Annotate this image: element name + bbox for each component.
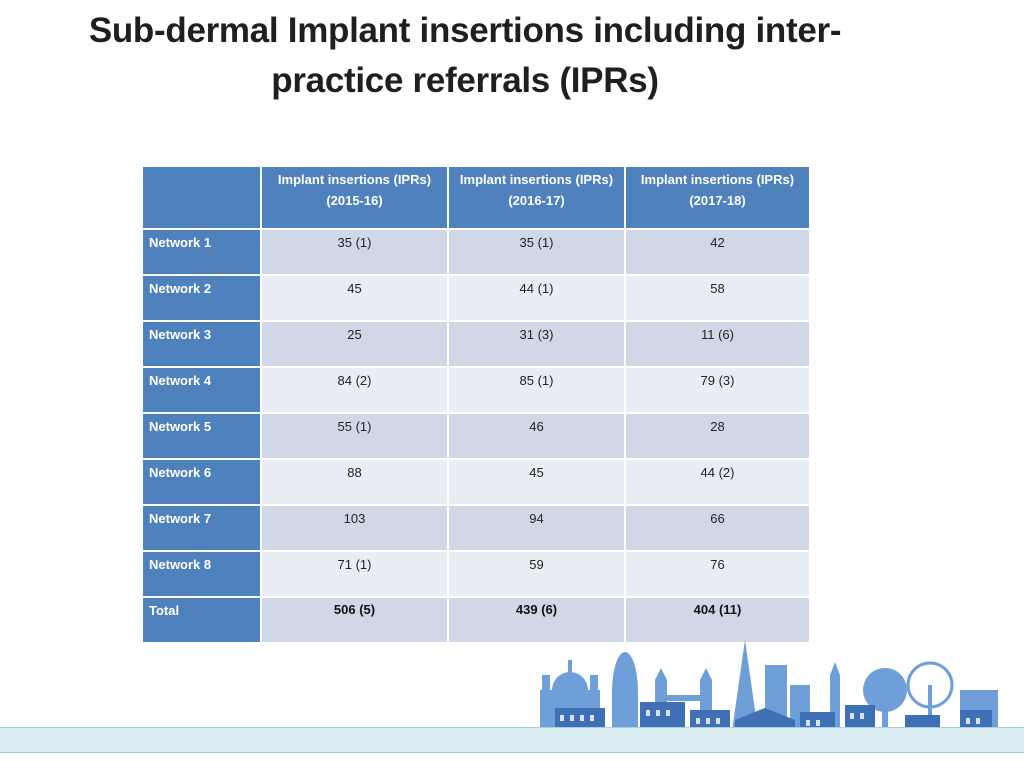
- table-row: Network 3 25 31 (3) 11 (6): [143, 322, 809, 366]
- table-cell: 76: [626, 552, 809, 596]
- row-label: Network 4: [143, 368, 260, 412]
- table-cell: 44 (1): [449, 276, 624, 320]
- table-cell: 11 (6): [626, 322, 809, 366]
- table-cell: 45: [262, 276, 447, 320]
- row-label: Network 7: [143, 506, 260, 550]
- table-cell: 35 (1): [262, 230, 447, 274]
- table-row: Network 7 103 94 66: [143, 506, 809, 550]
- row-label: Network 5: [143, 414, 260, 458]
- row-label: Network 2: [143, 276, 260, 320]
- table-cell: 25: [262, 322, 447, 366]
- column-header-year: (2017-18): [689, 193, 746, 208]
- table-cell: 31 (3): [449, 322, 624, 366]
- column-header: Implant insertions (IPRs) (2015-16): [262, 167, 447, 228]
- column-header-year: (2016-17): [508, 193, 565, 208]
- table-row: Network 1 35 (1) 35 (1) 42: [143, 230, 809, 274]
- total-cell: 506 (5): [262, 598, 447, 642]
- table-cell: 66: [626, 506, 809, 550]
- row-label: Network 8: [143, 552, 260, 596]
- footer-band: [0, 727, 1024, 753]
- title-line-2: practice referrals (IPRs): [271, 61, 659, 100]
- title-line-1: Sub-dermal Implant insertions including …: [88, 11, 842, 50]
- table-row: Network 8 71 (1) 59 76: [143, 552, 809, 596]
- table-cell: 84 (2): [262, 368, 447, 412]
- implant-table: Implant insertions (IPRs) (2015-16) Impl…: [141, 165, 811, 644]
- table-cell: 44 (2): [626, 460, 809, 504]
- row-label: Network 1: [143, 230, 260, 274]
- header-corner-cell: [143, 167, 260, 228]
- table-cell: 79 (3): [626, 368, 809, 412]
- table-cell: 46: [449, 414, 624, 458]
- table-cell: 45: [449, 460, 624, 504]
- table-cell: 42: [626, 230, 809, 274]
- row-label: Network 3: [143, 322, 260, 366]
- total-cell: 404 (11): [626, 598, 809, 642]
- column-header-year: (2015-16): [326, 193, 383, 208]
- table-cell: 71 (1): [262, 552, 447, 596]
- table-cell: 58: [626, 276, 809, 320]
- table-cell: 103: [262, 506, 447, 550]
- column-header-title: Implant insertions (IPRs): [277, 172, 432, 187]
- page-title: Sub-dermal Implant insertions including …: [40, 6, 890, 106]
- table-total-row: Total 506 (5) 439 (6) 404 (11): [143, 598, 809, 642]
- table-row: Network 2 45 44 (1) 58: [143, 276, 809, 320]
- table-row: Network 5 55 (1) 46 28: [143, 414, 809, 458]
- table-cell: 88: [262, 460, 447, 504]
- table-cell: 85 (1): [449, 368, 624, 412]
- table-cell: 35 (1): [449, 230, 624, 274]
- table-cell: 94: [449, 506, 624, 550]
- table-row: Network 6 88 45 44 (2): [143, 460, 809, 504]
- table-cell: 59: [449, 552, 624, 596]
- total-cell: 439 (6): [449, 598, 624, 642]
- column-header-title: Implant insertions (IPRs): [459, 172, 614, 187]
- table-cell: 55 (1): [262, 414, 447, 458]
- table-cell: 28: [626, 414, 809, 458]
- row-label: Network 6: [143, 460, 260, 504]
- column-header: Implant insertions (IPRs) (2016-17): [449, 167, 624, 228]
- table-header-row: Implant insertions (IPRs) (2015-16) Impl…: [143, 167, 809, 228]
- column-header-title: Implant insertions (IPRs): [640, 172, 795, 187]
- table-row: Network 4 84 (2) 85 (1) 79 (3): [143, 368, 809, 412]
- column-header: Implant insertions (IPRs) (2017-18): [626, 167, 809, 228]
- total-label: Total: [143, 598, 260, 642]
